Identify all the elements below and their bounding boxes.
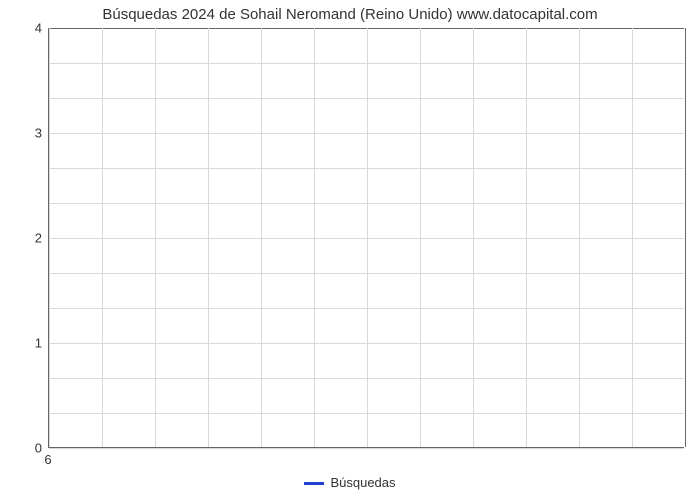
gridline-v — [526, 28, 527, 447]
gridline-h — [49, 448, 684, 449]
gridline-v — [367, 28, 368, 447]
gridline-v — [314, 28, 315, 447]
legend-label: Búsquedas — [330, 475, 395, 490]
y-tick-label: 3 — [0, 126, 42, 141]
gridline-v — [102, 28, 103, 447]
y-tick-label: 1 — [0, 336, 42, 351]
chart-title: Búsquedas 2024 de Sohail Neromand (Reino… — [0, 6, 700, 23]
gridline-v — [49, 28, 50, 447]
legend-swatch — [304, 482, 324, 485]
gridline-v — [208, 28, 209, 447]
gridline-v — [420, 28, 421, 447]
gridline-v — [579, 28, 580, 447]
gridline-v — [632, 28, 633, 447]
y-tick-label: 4 — [0, 21, 42, 36]
chart-container: Búsquedas 2024 de Sohail Neromand (Reino… — [0, 0, 700, 500]
y-tick-label: 2 — [0, 231, 42, 246]
plot-area — [48, 28, 684, 448]
x-tick-label: 6 — [44, 452, 51, 467]
gridline-v — [155, 28, 156, 447]
legend: Búsquedas — [0, 475, 700, 490]
gridline-v — [261, 28, 262, 447]
y-tick-label: 0 — [0, 441, 42, 456]
gridline-v — [685, 28, 686, 447]
gridline-v — [473, 28, 474, 447]
